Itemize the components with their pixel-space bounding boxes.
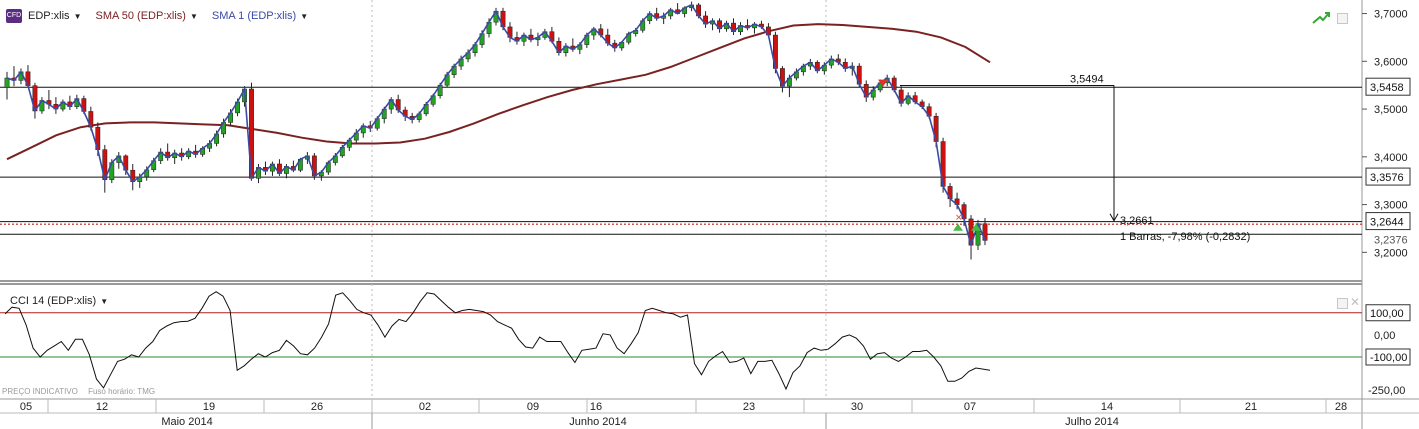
- cci-selector[interactable]: CCI 14 (EDP:xlis) ▼: [10, 295, 108, 307]
- cfd-badge: CFD: [6, 9, 22, 23]
- candle: [982, 217, 988, 246]
- sma1-line: [6, 4, 986, 249]
- x-tick-label: 23: [743, 401, 755, 413]
- maximize-icon[interactable]: [1337, 13, 1348, 24]
- time-x-axis: 05 12 19 26 02 09 16 23 30 07 14 21 28 Maio 2014 Junho…: [20, 399, 1347, 429]
- cci-panel: 100,00 -100,00 0,00 -250,00: [0, 291, 1411, 397]
- chevron-down-icon: ▼: [189, 11, 198, 21]
- trend-start-label: 3,5494: [1070, 73, 1104, 85]
- trend-arrow-icon[interactable]: [1311, 10, 1331, 26]
- indicative-price-note: PREÇO INDICATIVO: [2, 387, 78, 396]
- x-tick-label: 16: [590, 401, 602, 413]
- x-tick-label: 21: [1245, 401, 1257, 413]
- price-y-axis: 3,7000 3,6000 3,5000 3,4000 3,3000 3,2000: [1362, 9, 1408, 259]
- x-tick-label: 05: [20, 401, 32, 413]
- x-tick-label: 26: [311, 401, 323, 413]
- x-tick-label: 09: [527, 401, 539, 413]
- x-tick-label: 12: [96, 401, 108, 413]
- buy-marker-icon: [971, 223, 981, 231]
- y-tick-label: 3,7000: [1374, 9, 1408, 21]
- chevron-down-icon: ▼: [300, 11, 309, 21]
- candle-body: [4, 77, 10, 88]
- price-level-box: [1365, 212, 1411, 231]
- sma50-series: [6, 23, 991, 161]
- month-label: Junho 2014: [569, 416, 627, 428]
- buy-marker-icon: [953, 223, 963, 231]
- chevron-down-icon: ▼: [73, 11, 82, 21]
- month-label: Julho 2014: [1065, 416, 1119, 428]
- trend-measure-tool[interactable]: 3,5494 3,2661 1 Barras, -7,98% (-0,2832): [900, 73, 1250, 243]
- cross-marker-icon: ✕: [955, 213, 963, 223]
- footer-note: PREÇO INDICATIVO Fuso horário: TMG: [2, 387, 163, 396]
- price-level-box: [1365, 167, 1411, 186]
- sma1-selector[interactable]: SMA 1 (EDP:xlis) ▼: [212, 10, 308, 22]
- month-label: Maio 2014: [161, 416, 212, 428]
- price-level-lines: 3,5458 3,3576 3,2644 3,2376: [0, 77, 1411, 247]
- y-tick-label: 3,4000: [1374, 152, 1408, 164]
- x-tick-label: 30: [851, 401, 863, 413]
- price-level-label: 3,5458: [1370, 82, 1404, 94]
- cci-level-box: [1365, 304, 1411, 322]
- sell-marker-icon: [878, 79, 888, 87]
- cci-level-box: [1365, 348, 1411, 366]
- y-tick-label: 3,2000: [1374, 247, 1408, 259]
- symbol-selector[interactable]: EDP:xlis ▼: [28, 10, 81, 22]
- cci-level-label: 100,00: [1370, 308, 1404, 320]
- candle-body: [982, 223, 988, 241]
- x-tick-label: 19: [203, 401, 215, 413]
- chevron-down-icon: ▼: [100, 296, 109, 306]
- y-tick-label: 3,5000: [1374, 104, 1408, 116]
- cci-tick-label: -250,00: [1368, 385, 1405, 397]
- y-tick-label: 3,6000: [1374, 56, 1408, 68]
- trend-change-label: 1 Barras, -7,98% (-0,2832): [1120, 231, 1250, 243]
- price-level-label: 3,3576: [1370, 172, 1404, 184]
- x-tick-label: 14: [1101, 401, 1113, 413]
- symbol-label: EDP:xlis: [28, 10, 70, 22]
- maximize-icon[interactable]: [1337, 298, 1348, 309]
- sma1-label: SMA 1 (EDP:xlis): [211, 10, 297, 22]
- x-tick-label: 07: [964, 401, 976, 413]
- cci-line: [4, 291, 991, 391]
- price-level-label: 3,2644: [1370, 217, 1404, 229]
- sma50-label: SMA 50 (EDP:xlis): [95, 10, 186, 22]
- sma50-line: [6, 23, 991, 161]
- price-tick-label: 3,2376: [1374, 235, 1408, 247]
- cci-level-label: -100,00: [1370, 352, 1407, 364]
- x-tick-label: 28: [1335, 401, 1347, 413]
- x-tick-label: 02: [419, 401, 431, 413]
- close-icon[interactable]: ✕: [1350, 295, 1361, 309]
- y-tick-label: 3,3000: [1374, 200, 1408, 212]
- cci-tick-label: 0,00: [1374, 330, 1395, 342]
- price-level-box: [1365, 77, 1411, 96]
- sma50-selector[interactable]: SMA 50 (EDP:xlis) ▼: [95, 10, 197, 22]
- timezone-note: Fuso horário: TMG: [88, 387, 156, 396]
- trade-markers: ✕: [878, 79, 981, 231]
- trend-end-label: 3,2661: [1120, 215, 1154, 227]
- arrow-down-icon: [1109, 213, 1119, 222]
- cci-label: CCI 14 (EDP:xlis): [10, 295, 97, 307]
- sma1-series: [6, 4, 986, 249]
- chart-header: CFD EDP:xlis ▼ SMA 50 (EDP:xlis) ▼ SMA 1…: [6, 8, 322, 24]
